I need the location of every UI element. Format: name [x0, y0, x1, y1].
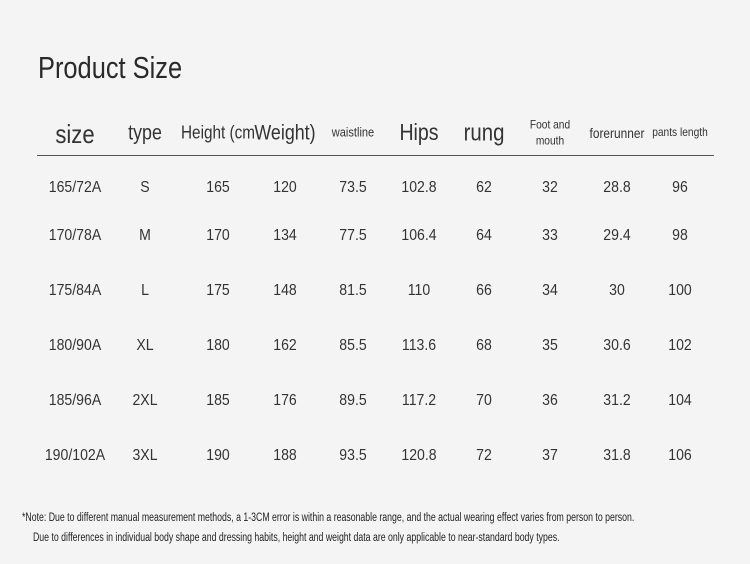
table-cell: 85.5	[339, 337, 367, 354]
footnote: Due to differences in individual body sh…	[33, 532, 560, 544]
table-cell: 70	[476, 392, 492, 409]
table-cell: 190	[206, 447, 230, 464]
table-cell: 113.6	[401, 337, 437, 354]
table-cell: 120.8	[401, 447, 437, 464]
column-header: size	[55, 119, 95, 150]
title: Product Size	[38, 50, 183, 85]
table-cell: 32	[542, 179, 558, 196]
table-cell: 175/84A	[48, 282, 102, 299]
table-cell: 77.5	[339, 227, 367, 244]
table-cell: 162	[273, 337, 297, 354]
table-cell: 120	[273, 179, 297, 196]
table-cell: 93.5	[339, 447, 367, 464]
table-cell: 188	[273, 447, 297, 464]
table-cell: 35	[542, 337, 558, 354]
table-cell: 66	[476, 282, 492, 299]
table-cell: 185/96A	[48, 392, 102, 409]
table-cell: 72	[476, 447, 492, 464]
table-cell: 110	[407, 282, 431, 299]
table-cell: 190/102A	[44, 447, 106, 464]
table-cell: 68	[476, 337, 492, 354]
table-cell: 180/90A	[48, 337, 102, 354]
table-cell: 3XL	[132, 447, 158, 464]
column-header: waistline	[331, 124, 375, 140]
table-cell: 96	[672, 179, 688, 196]
table-cell: 28.8	[603, 179, 631, 196]
table-cell: 37	[542, 447, 558, 464]
table-cell: 81.5	[339, 282, 367, 299]
table-cell: 34	[542, 282, 558, 299]
table-cell: 98	[672, 227, 688, 244]
table-cell: 33	[542, 227, 558, 244]
footnote: *Note: Due to different manual measureme…	[22, 512, 635, 524]
table-cell: 73.5	[339, 179, 367, 196]
table-cell: 36	[542, 392, 558, 409]
table-cell: 117.2	[401, 392, 437, 409]
table-cell: 165/72A	[48, 179, 102, 196]
table-cell: 106.4	[401, 227, 437, 244]
table-cell: M	[139, 227, 151, 244]
table-cell: 170	[206, 227, 230, 244]
table-cell: 102	[668, 337, 692, 354]
table-cell: XL	[136, 337, 154, 354]
table-cell: 64	[476, 227, 492, 244]
table-cell: 31.2	[603, 392, 631, 409]
table-cell: 185	[206, 392, 230, 409]
table-cell: 176	[273, 392, 297, 409]
table-cell: 165	[206, 179, 230, 196]
table-cell: 31.8	[603, 447, 631, 464]
table-cell: 2XL	[132, 392, 158, 409]
column-header: Height (cm	[181, 122, 255, 143]
table-cell: 180	[206, 337, 230, 354]
table-cell: 100	[668, 282, 692, 299]
column-header: rung	[463, 119, 505, 147]
table-cell: 175	[206, 282, 230, 299]
table-cell: S	[140, 179, 150, 196]
column-header: pants length	[652, 125, 708, 140]
table-cell: 170/78A	[48, 227, 102, 244]
column-header: type	[128, 121, 162, 145]
table-cell: 89.5	[339, 392, 367, 409]
table-cell: 29.4	[603, 227, 631, 244]
table-cell: 148	[273, 282, 297, 299]
column-header: Foot and mouth	[529, 117, 571, 147]
table-cell: 106	[668, 447, 692, 464]
table-cell: 30	[609, 282, 625, 299]
table-cell: L	[141, 282, 149, 299]
column-header: Weight)	[254, 121, 316, 145]
table-cell: 30.6	[603, 337, 631, 354]
column-header: forerunner	[589, 124, 645, 141]
table-cell: 104	[668, 392, 692, 409]
table-cell: 62	[476, 179, 492, 196]
table-cell: 134	[273, 227, 297, 244]
header-rule	[37, 155, 714, 156]
table-cell: 102.8	[401, 179, 437, 196]
column-header: Hips	[399, 119, 439, 146]
